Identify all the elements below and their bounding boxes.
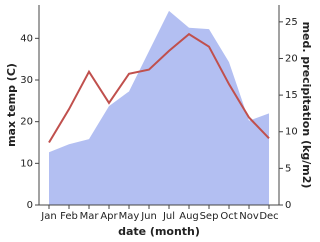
x-tick-label: Nov	[239, 211, 259, 222]
axes-frame	[38, 5, 280, 206]
y-tick-label: 20	[20, 117, 33, 128]
y-tick-label: 40	[20, 33, 33, 44]
y-axis-label: max temp (C)	[5, 63, 18, 147]
y2-axis-label: med. precipitation (kg/m2)	[300, 22, 313, 189]
x-tick-label: Sep	[200, 211, 219, 222]
x-tick-label: Jan	[40, 211, 56, 222]
x-tick-label: May	[119, 211, 140, 222]
y2-tick-label: 10	[285, 127, 298, 138]
x-tick-label: Aug	[179, 211, 199, 222]
y-tick-label: 30	[20, 75, 33, 86]
y2-tick-label: 5	[285, 163, 291, 174]
x-tick-label: Oct	[220, 211, 237, 222]
x-tick-label: Dec	[259, 211, 278, 222]
precipitation-area	[49, 10, 269, 205]
y2-tick-label: 25	[285, 17, 298, 28]
y2-tick-label: 20	[285, 53, 298, 64]
y2-tick-label: 15	[285, 90, 298, 101]
x-axis-label: date (month)	[118, 225, 200, 238]
temp-line	[48, 32, 270, 144]
x-tick-label: Jun	[140, 211, 157, 222]
y2-tick-label: 0	[285, 200, 291, 211]
x-tick-label: Mar	[80, 211, 100, 222]
y-tick-label: 0	[27, 200, 33, 211]
x-tick-label: Feb	[60, 211, 78, 222]
x-tick-label: Apr	[100, 211, 118, 222]
x-tick-label: Jul	[162, 211, 175, 222]
y-tick-label: 10	[20, 158, 33, 169]
